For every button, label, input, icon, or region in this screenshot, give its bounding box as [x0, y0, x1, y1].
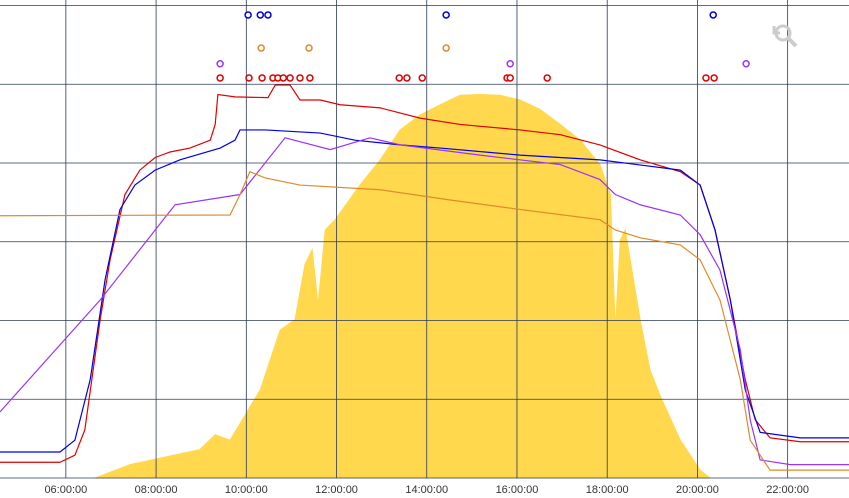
zoom-reset-button[interactable]	[772, 24, 798, 48]
marker	[256, 11, 265, 19]
marker	[506, 60, 514, 68]
x-tick-label: 06:00:00	[44, 484, 87, 496]
x-tick-label: 12:00:00	[315, 484, 358, 496]
line	[0, 170, 849, 471]
marker	[742, 60, 750, 68]
marker	[403, 74, 411, 82]
marker	[442, 44, 450, 52]
marker	[245, 74, 253, 82]
x-tick-label: 10:00:00	[225, 484, 268, 496]
marker	[709, 11, 717, 19]
marker	[258, 74, 266, 82]
marker	[244, 11, 252, 19]
x-tick-label: 20:00:00	[676, 484, 719, 496]
area	[95, 93, 712, 479]
marker	[257, 44, 265, 52]
x-tick-label: 18:00:00	[586, 484, 629, 496]
marker	[296, 74, 304, 82]
x-tick-label: 22:00:00	[766, 484, 809, 496]
marker	[216, 74, 224, 82]
marker	[395, 74, 403, 82]
marker	[306, 74, 314, 82]
marker	[264, 11, 272, 19]
marker	[543, 74, 551, 82]
marker	[418, 74, 426, 82]
x-tick-label: 16:00:00	[496, 484, 539, 496]
x-tick-label: 14:00:00	[405, 484, 448, 496]
marker	[442, 11, 450, 19]
x-tick-label: 08:00:00	[135, 484, 178, 496]
marker	[710, 74, 718, 82]
marker	[286, 74, 294, 82]
marker	[702, 74, 710, 82]
marker	[279, 74, 288, 82]
line	[0, 129, 849, 453]
line	[0, 137, 849, 466]
marker	[216, 60, 224, 68]
marker	[506, 74, 514, 82]
marker	[305, 44, 313, 52]
